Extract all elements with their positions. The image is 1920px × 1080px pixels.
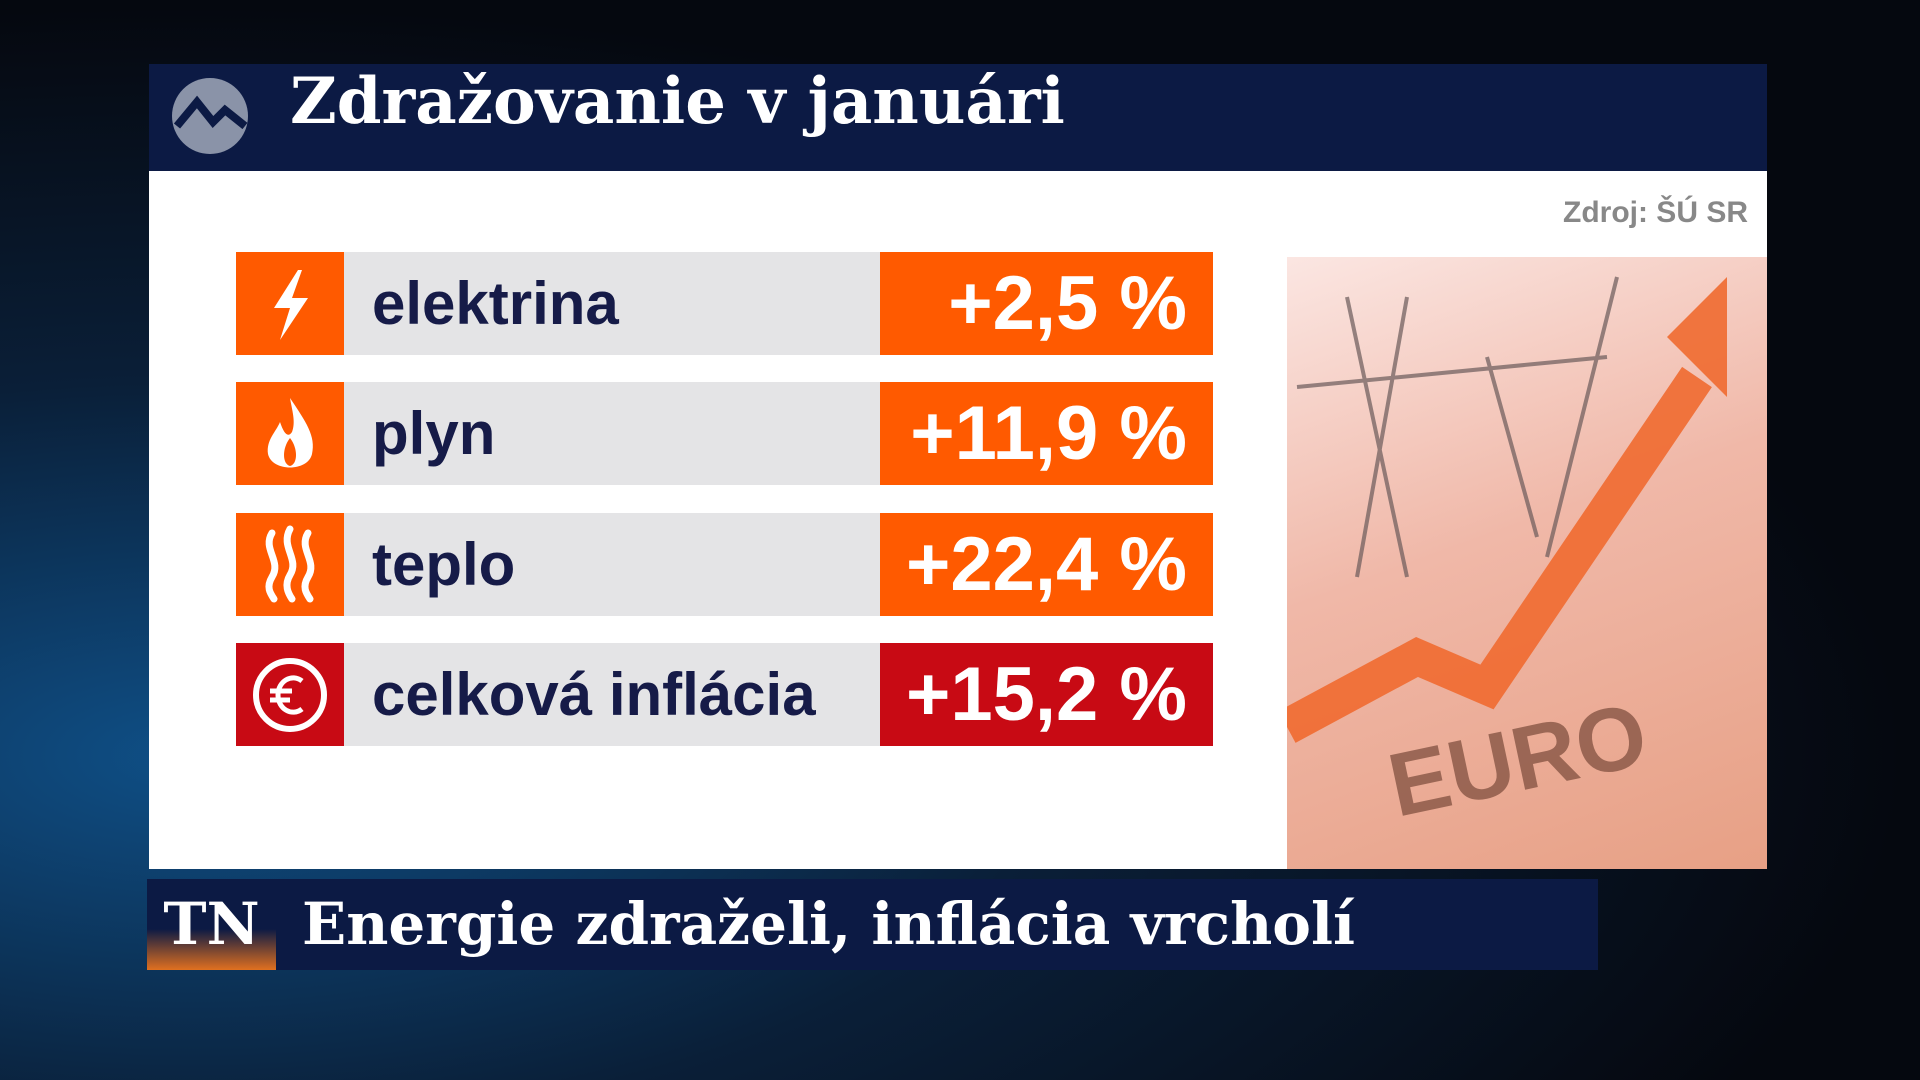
row: plyn +11,9 % <box>236 382 1213 485</box>
row: teplo +22,4 % <box>236 513 1213 616</box>
row-label: teplo <box>344 513 880 616</box>
illustration: EURO <box>1287 276 1727 837</box>
icon <box>236 382 344 485</box>
row-label: plyn <box>344 382 880 485</box>
row-value: +22,4 % <box>880 513 1213 616</box>
row-label: elektrina <box>344 252 880 355</box>
icon <box>236 643 344 746</box>
icon <box>236 252 344 355</box>
title: Zdražovanie v januári <box>290 64 1065 139</box>
source: Zdroj: ŠÚ SR <box>1563 196 1748 229</box>
row-value: +2,5 % <box>880 252 1213 355</box>
headline: Energie zdraželi, inflácia vrcholí <box>276 879 1598 970</box>
row-value: +11,9 % <box>880 382 1213 485</box>
header-bar <box>149 64 1767 171</box>
photo: EURO <box>1287 257 1767 869</box>
row: celková inflácia +15,2 % <box>236 643 1213 746</box>
row-value: +15,2 % <box>880 643 1213 746</box>
channel-logo: TN <box>147 879 276 970</box>
logo <box>172 78 248 154</box>
row: elektrina +2,5 % <box>236 252 1213 355</box>
svg-text:EURO: EURO <box>1380 685 1655 837</box>
icon <box>236 513 344 616</box>
row-label: celková inflácia <box>344 643 880 746</box>
